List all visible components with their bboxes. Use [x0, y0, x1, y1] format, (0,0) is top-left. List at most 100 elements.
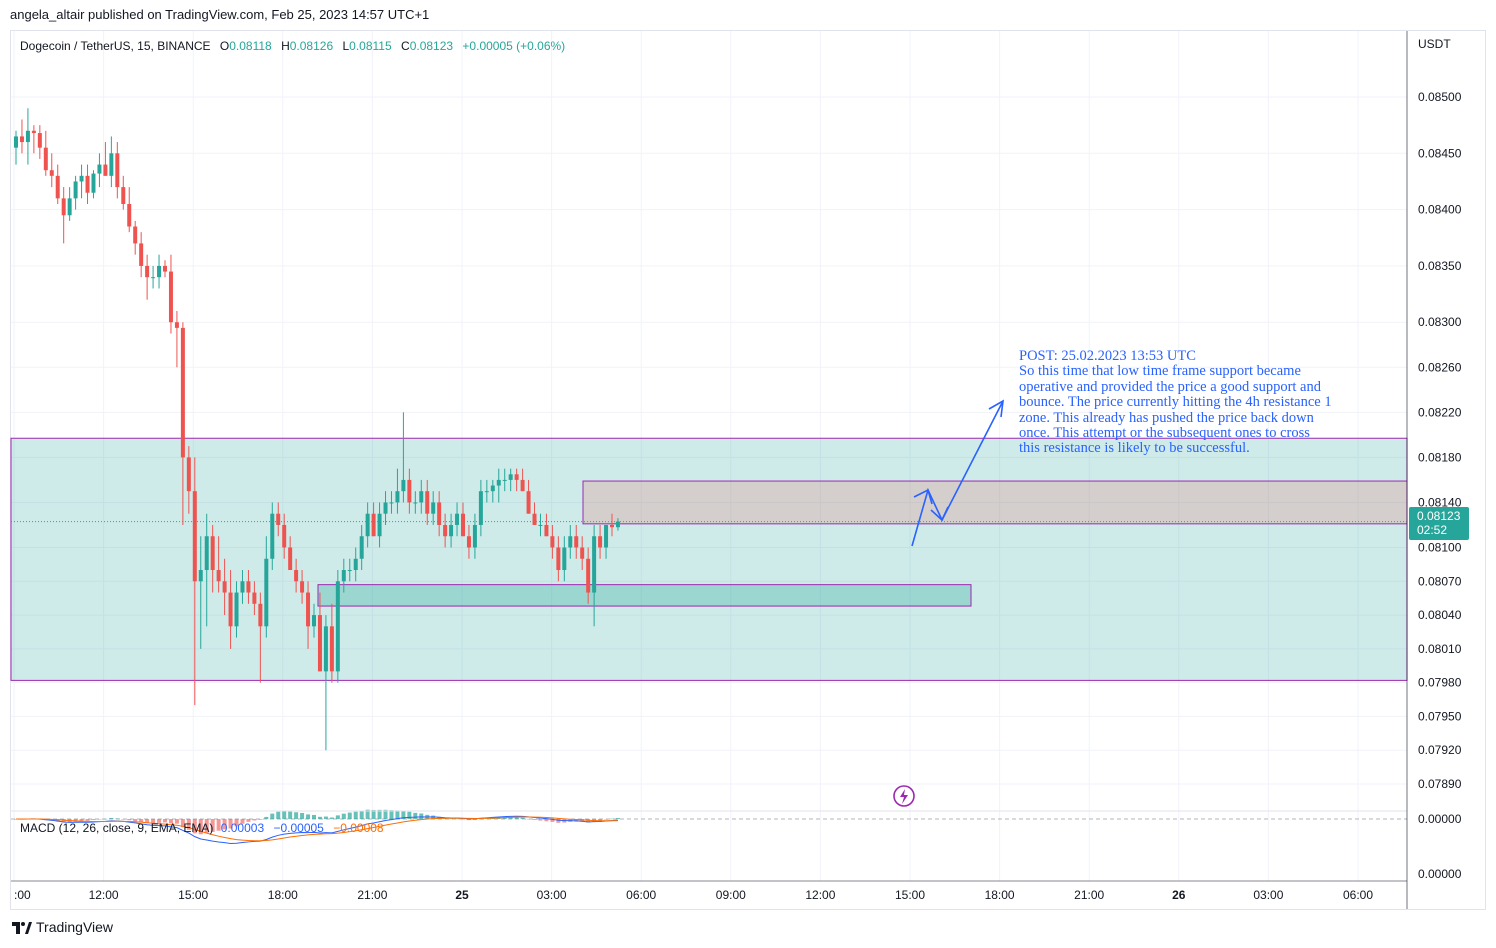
macd-histogram-bar: [544, 819, 549, 822]
candle-body: [538, 524, 543, 526]
candle: [252, 581, 257, 616]
candle: [615, 518, 620, 531]
candle: [461, 502, 465, 537]
candle: [276, 502, 281, 537]
candle: [562, 536, 567, 582]
symbol-legend[interactable]: Dogecoin / TetherUS, 15, BINANCE O0.0811…: [20, 39, 565, 53]
candle-body: [359, 536, 364, 559]
candle: [139, 232, 144, 278]
candle: [43, 130, 48, 176]
macd-histogram-bar: [371, 809, 376, 819]
candle-body: [490, 485, 495, 492]
macd-title: MACD (12, 26, close, 9, EMA, EMA): [20, 821, 214, 835]
macd-histogram-bar: [335, 815, 340, 819]
candle-body: [258, 603, 263, 627]
zones: [10, 437, 1408, 681]
change-value: +0.00005 (+0.06%): [462, 39, 566, 53]
macd-histogram-bar: [115, 818, 120, 819]
candle-body: [133, 226, 138, 244]
alert-icon[interactable]: [893, 785, 915, 807]
time-tick-label: 03:00: [1253, 888, 1283, 902]
candle: [91, 170, 96, 199]
macd-histogram-bar: [478, 818, 483, 820]
macd-histogram-bar: [180, 819, 185, 828]
candle: [270, 502, 275, 571]
candle: [580, 536, 585, 571]
candle-body: [431, 502, 436, 514]
candle-body: [31, 130, 36, 134]
price-tick-label: 0.08450: [1418, 146, 1462, 160]
candle-body: [14, 136, 18, 148]
macd-histogram-bar: [109, 818, 114, 819]
price-tick-label: 0.08040: [1418, 608, 1462, 622]
macd-histogram-bar: [234, 819, 239, 827]
candle-body: [353, 558, 358, 571]
candle-body: [234, 592, 239, 627]
macd-histogram-bar: [317, 816, 322, 819]
candle: [67, 187, 72, 221]
macd-histogram-bar: [550, 819, 555, 822]
macd-histogram-bar: [347, 812, 352, 819]
tradingview-logo-icon: [12, 921, 32, 934]
candle-body: [484, 491, 489, 493]
candle: [532, 502, 537, 525]
grid-lines: [11, 31, 1407, 881]
macd-histogram-bar: [270, 813, 275, 819]
candle: [598, 524, 603, 559]
macd-histogram-bar: [526, 818, 531, 820]
candle: [31, 125, 36, 154]
candle-body: [478, 491, 483, 525]
candle-body: [419, 491, 424, 503]
candle: [550, 524, 555, 559]
price-tick-label: 0.07950: [1418, 709, 1462, 723]
candle-body: [192, 491, 197, 582]
macd-histogram-bar: [240, 819, 245, 824]
candle-body: [437, 502, 442, 525]
macd-histogram-bar: [61, 819, 66, 823]
text-annotation[interactable]: POST: 25.02.2023 13:53 UTC So this time …: [1019, 348, 1411, 457]
candle-body: [568, 536, 573, 548]
candle-body: [550, 536, 555, 548]
candle: [371, 502, 376, 537]
candle: [347, 558, 352, 582]
macd-legend[interactable]: MACD (12, 26, close, 9, EMA, EMA) 0.0000…: [20, 821, 384, 835]
tradingview-logo[interactable]: TradingView: [12, 919, 113, 935]
macd-histogram-bar: [157, 819, 162, 823]
macd-histogram-bar: [365, 809, 370, 819]
candle-body: [323, 626, 328, 672]
candle: [312, 603, 316, 638]
candle: [544, 513, 549, 537]
macd-histogram-bar: [604, 819, 609, 820]
candle: [353, 547, 358, 582]
candle: [610, 513, 614, 537]
candle: [496, 468, 501, 503]
time-tick-label: 15:00: [895, 888, 925, 902]
macd-histogram-bar: [389, 810, 394, 819]
candle-body: [85, 175, 90, 193]
candle-body: [157, 265, 162, 278]
low-label: L: [342, 39, 350, 53]
macd-histogram-bar: [85, 819, 90, 821]
candle-body: [222, 581, 227, 593]
annotation-line: this resistance is likely to be successf…: [1019, 440, 1250, 457]
candle-body: [413, 502, 418, 504]
candle-body: [371, 513, 376, 537]
forecast-arrowhead-top: [988, 399, 1004, 418]
candle: [85, 164, 90, 204]
candles: [14, 108, 620, 751]
candle-body: [556, 547, 561, 571]
candle: [192, 457, 197, 706]
candle-body: [210, 536, 215, 571]
macd-histogram-bar: [353, 811, 358, 819]
candle-body: [562, 547, 567, 571]
candle: [25, 108, 30, 165]
candle: [258, 592, 263, 683]
candle-body: [198, 570, 203, 582]
candle: [210, 524, 215, 593]
macd-histogram-bar: [556, 819, 561, 823]
macd-tick-label: 0.00000: [1418, 867, 1462, 881]
macd-histogram-bar: [401, 810, 406, 819]
candle-body: [502, 479, 507, 481]
candle: [306, 581, 311, 649]
